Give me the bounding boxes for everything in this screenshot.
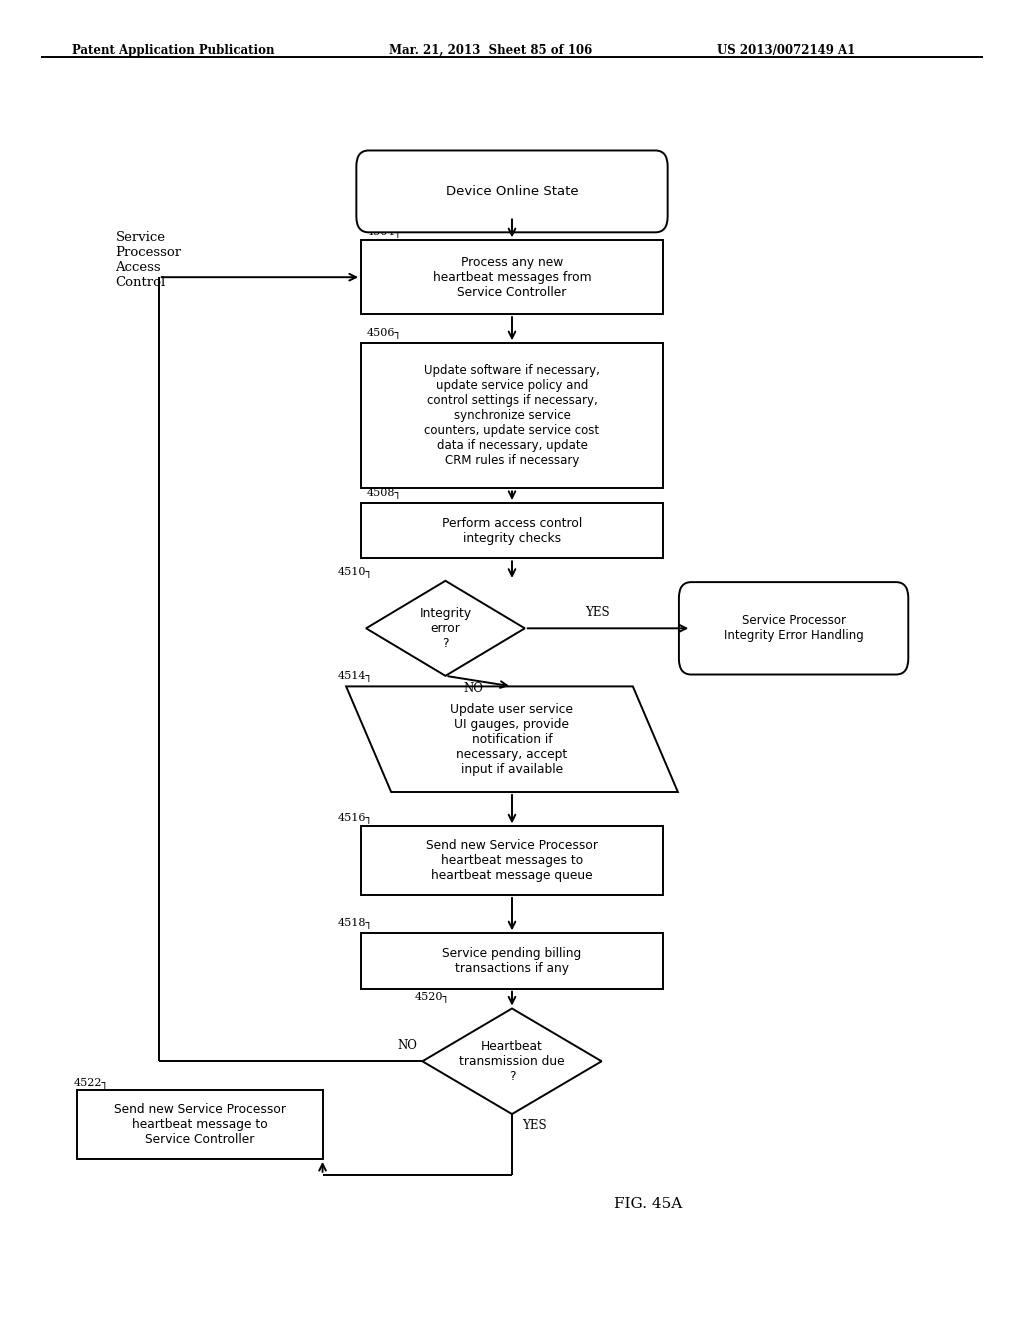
- Text: 4504┐: 4504┐: [367, 227, 401, 238]
- Text: Update software if necessary,
update service policy and
control settings if nece: Update software if necessary, update ser…: [424, 364, 600, 467]
- Text: Update user service
UI gauges, provide
notification if
necessary, accept
input i: Update user service UI gauges, provide n…: [451, 702, 573, 776]
- Text: Service Processor
Integrity Error Handling: Service Processor Integrity Error Handli…: [724, 614, 863, 643]
- Text: FIG. 45A: FIG. 45A: [614, 1197, 683, 1210]
- Text: Integrity
error
?: Integrity error ?: [420, 607, 471, 649]
- Bar: [361, 503, 664, 558]
- Text: 4512┐: 4512┐: [684, 583, 719, 594]
- Text: Service pending billing
transactions if any: Service pending billing transactions if …: [442, 946, 582, 975]
- Bar: [361, 826, 664, 895]
- Text: Send new Service Processor
heartbeat messages to
heartbeat message queue: Send new Service Processor heartbeat mes…: [426, 840, 598, 882]
- Text: Device Online State: Device Online State: [445, 185, 579, 198]
- Bar: [361, 240, 664, 314]
- Text: 4518┐: 4518┐: [338, 919, 373, 929]
- Text: Send new Service Processor
heartbeat message to
Service Controller: Send new Service Processor heartbeat mes…: [114, 1104, 286, 1146]
- FancyBboxPatch shape: [679, 582, 908, 675]
- Text: US 2013/0072149 A1: US 2013/0072149 A1: [717, 44, 855, 57]
- Text: NO: NO: [397, 1039, 418, 1052]
- Polygon shape: [422, 1008, 602, 1114]
- Polygon shape: [367, 581, 524, 676]
- Bar: [361, 343, 664, 488]
- Text: YES: YES: [522, 1119, 547, 1133]
- Text: Perform access control
integrity checks: Perform access control integrity checks: [442, 516, 582, 545]
- Polygon shape: [346, 686, 678, 792]
- Bar: [361, 933, 664, 989]
- Text: 4516┐: 4516┐: [338, 813, 373, 824]
- FancyBboxPatch shape: [356, 150, 668, 232]
- Bar: [77, 1090, 323, 1159]
- Text: 4520┐: 4520┐: [415, 993, 450, 1003]
- Text: Heartbeat
transmission due
?: Heartbeat transmission due ?: [459, 1040, 565, 1082]
- Text: 4502┐: 4502┐: [367, 152, 401, 162]
- Text: YES: YES: [586, 606, 610, 619]
- Text: NO: NO: [464, 682, 483, 696]
- Text: 4514┐: 4514┐: [338, 672, 373, 682]
- Text: Mar. 21, 2013  Sheet 85 of 106: Mar. 21, 2013 Sheet 85 of 106: [389, 44, 592, 57]
- Text: 4510┐: 4510┐: [338, 568, 373, 578]
- Text: 4506┐: 4506┐: [367, 329, 401, 339]
- Text: Process any new
heartbeat messages from
Service Controller: Process any new heartbeat messages from …: [433, 256, 591, 298]
- Text: Patent Application Publication: Patent Application Publication: [72, 44, 274, 57]
- Text: Service
Processor
Access
Control: Service Processor Access Control: [116, 231, 181, 289]
- Text: 4508┐: 4508┐: [367, 488, 401, 499]
- Text: 4522┐: 4522┐: [74, 1078, 109, 1089]
